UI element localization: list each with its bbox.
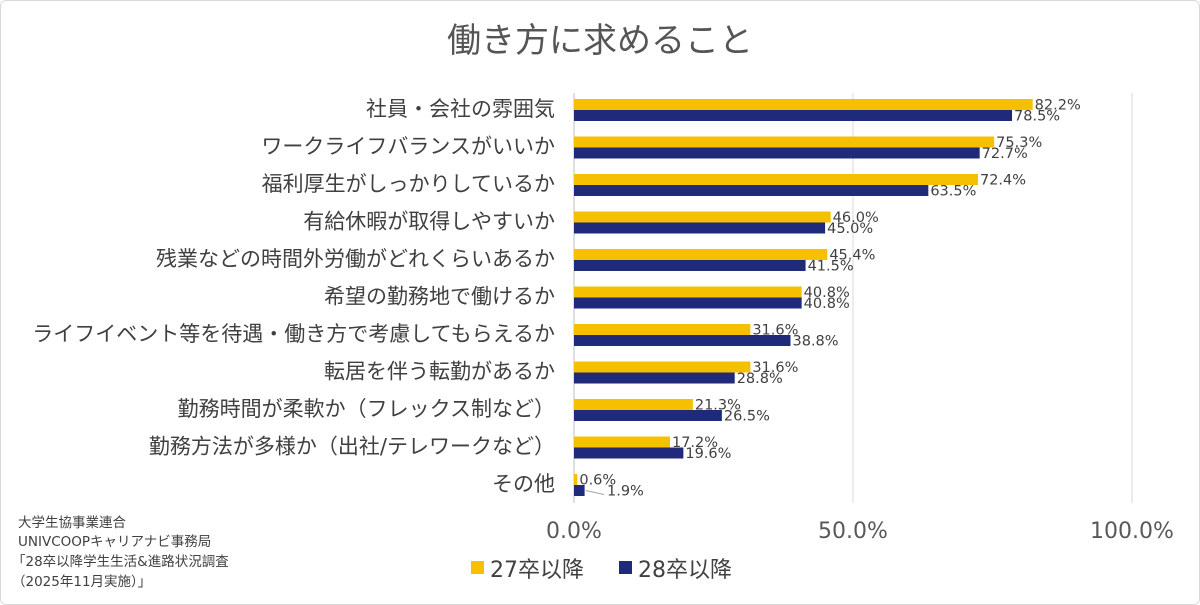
category-label: 勤務時間が柔軟か（フレックス制など） — [178, 397, 555, 421]
x-tick-label: 50.0% — [818, 519, 888, 544]
data-label-28: 19.6% — [685, 446, 731, 462]
category-label: ライフイベント等を待遇・働き方で考慮してもらえるか — [32, 322, 555, 346]
bar-27 — [574, 286, 802, 298]
category-label: その他 — [492, 472, 555, 496]
bar-27 — [574, 211, 831, 223]
legend-label-28: 28卒以降 — [638, 558, 732, 583]
bar-28 — [574, 185, 929, 196]
category-labels: 社員・会社の雰囲気ワークライフバランスがいいか福利厚生がしっかりしているか有給休… — [32, 97, 555, 496]
bar-28 — [574, 110, 1013, 121]
legend-swatch-28 — [619, 561, 632, 574]
data-label-27: 31.6% — [752, 360, 798, 376]
bar-28 — [574, 410, 722, 421]
bar-27 — [574, 399, 693, 410]
data-label-28: 28.8% — [737, 371, 783, 387]
leader-line — [585, 490, 605, 495]
bar-28 — [574, 222, 826, 234]
category-label: 転居を伴う転勤があるか — [324, 360, 555, 384]
bar-27 — [574, 474, 578, 485]
category-label: 残業などの時間外労働がどれくらいあるか — [156, 247, 555, 271]
bar-27 — [574, 249, 828, 260]
chart-title: 働き方に求めること — [447, 21, 753, 61]
data-label-27: 21.3% — [695, 398, 741, 414]
category-label: 勤務方法が多様か（出社/テレワークなど） — [149, 435, 555, 459]
source-line-2: UNIVCOOPキャリアナビ事務局 — [18, 534, 211, 550]
data-label-28: 63.5% — [930, 184, 976, 200]
data-label-28: 45.0% — [827, 221, 873, 237]
bar-27 — [574, 436, 670, 448]
data-label-27: 45.4% — [829, 248, 875, 264]
bar-28 — [574, 260, 806, 271]
data-label-28: 26.5% — [724, 409, 770, 425]
data-label-28: 40.8% — [804, 296, 850, 312]
source-line-4: （2025年11月実施）」 — [12, 574, 151, 590]
x-tick-label: 0.0% — [546, 519, 602, 544]
category-label: 福利厚生がしっかりしているか — [262, 172, 555, 196]
bars: 82.2%78.5% 75.3%72.7% 72.4%63.5% 46.0%45.0%… — [574, 98, 1081, 500]
x-tick-label: 100.0% — [1090, 519, 1174, 544]
source-line-1: 大学生協事業連合 — [18, 515, 126, 531]
legend-swatch-27 — [471, 561, 484, 574]
data-label-28: 1.9% — [607, 484, 644, 500]
data-label-27: 40.8% — [804, 285, 850, 301]
source-note: 大学生協事業連合 UNIVCOOPキャリアナビ事務局 「28卒以降学生生活&進路… — [12, 515, 229, 590]
bar-27 — [574, 99, 1033, 110]
bar-27 — [574, 174, 978, 185]
data-label-27: 0.6% — [579, 473, 616, 489]
category-label: 社員・会社の雰囲気 — [366, 97, 555, 121]
data-label-28: 78.5% — [1014, 109, 1060, 125]
data-label-27: 31.6% — [752, 323, 798, 339]
bar-28 — [574, 485, 585, 496]
x-axis-ticks: 0.0% 50.0% 100.0% — [546, 519, 1174, 544]
category-label: ワークライフバランスがいいか — [261, 135, 555, 159]
data-label-28: 72.7% — [982, 146, 1028, 162]
data-label-27: 72.4% — [980, 173, 1026, 189]
bar-27 — [574, 361, 751, 373]
category-label: 希望の勤務地で働けるか — [324, 285, 555, 309]
data-label-27: 17.2% — [672, 435, 718, 451]
data-label-27: 46.0% — [833, 210, 879, 226]
legend: 27卒以降 28卒以降 — [471, 558, 732, 583]
data-label-27: 82.2% — [1035, 98, 1081, 114]
bar-28 — [574, 447, 684, 459]
bar-28 — [574, 147, 980, 159]
bar-28 — [574, 335, 791, 346]
source-line-3: 「28卒以降学生生活&進路状況調査 — [12, 554, 229, 570]
data-label-27: 75.3% — [996, 135, 1042, 151]
data-label-28: 41.5% — [808, 259, 854, 275]
category-label: 有給休暇が取得しやすいか — [303, 210, 555, 234]
data-label-28: 38.8% — [793, 334, 839, 350]
bar-27 — [574, 324, 751, 335]
bar-28 — [574, 297, 802, 309]
legend-label-27: 27卒以降 — [490, 558, 584, 583]
bar-28 — [574, 372, 735, 384]
bar-27 — [574, 136, 995, 148]
